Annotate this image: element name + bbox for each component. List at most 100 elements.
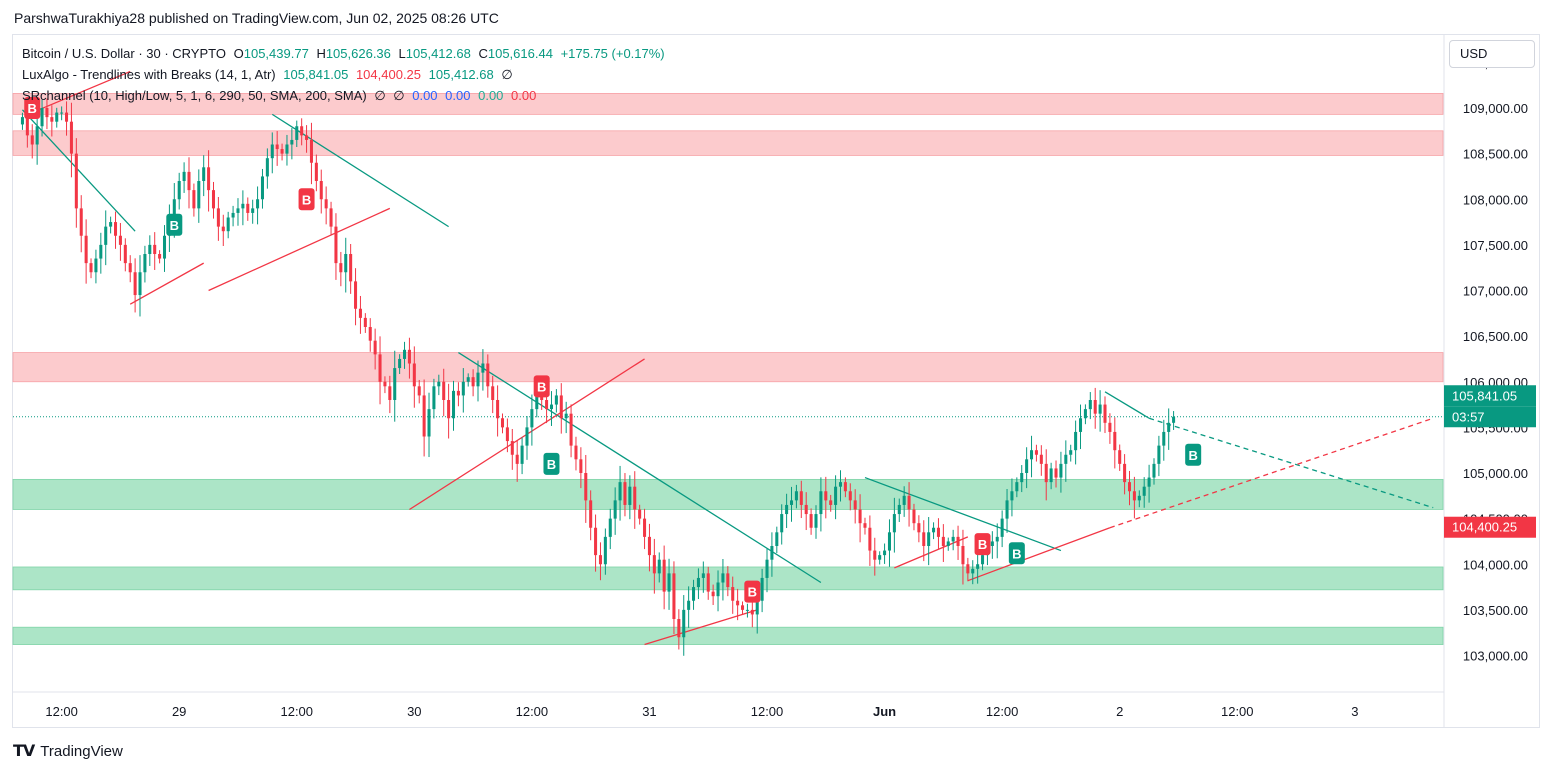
candle-body[interactable] [853,500,857,510]
candle-body[interactable] [1132,491,1136,501]
candle-body[interactable] [643,518,647,537]
candle-body[interactable] [726,573,730,588]
candle-body[interactable] [878,555,882,560]
candle-body[interactable] [1039,454,1043,464]
candle-body[interactable] [20,117,24,125]
candle-body[interactable] [951,536,955,542]
candle-body[interactable] [398,358,402,369]
candle-body[interactable] [447,400,451,419]
candle-body[interactable] [300,126,304,136]
candle-body[interactable] [349,254,353,282]
candle-body[interactable] [809,514,813,528]
candle-body[interactable] [647,536,651,556]
candle-body[interactable] [461,381,465,396]
candle-body[interactable] [1083,409,1087,419]
candle-body[interactable] [863,523,867,528]
candle-body[interactable] [1034,450,1038,455]
candle-body[interactable] [672,573,676,619]
candle-body[interactable] [883,550,887,556]
candle-body[interactable] [829,500,833,505]
candle-body[interactable] [118,235,122,245]
candle-body[interactable] [804,504,808,515]
candle-body[interactable] [153,244,157,254]
candle-body[interactable] [334,226,338,264]
candle-body[interactable] [1069,450,1073,455]
candle-body[interactable] [932,527,936,533]
candle-body[interactable] [1093,400,1097,414]
bullish-break-marker[interactable]: B [1008,542,1025,565]
candle-body[interactable] [917,523,921,533]
candle-body[interactable] [309,139,313,163]
candle-body[interactable] [613,500,617,519]
candle-body[interactable] [427,409,431,437]
candle-body[interactable] [623,482,627,505]
candle-body[interactable] [432,386,436,410]
candle-body[interactable] [251,208,255,213]
candle-body[interactable] [226,217,230,232]
candle-body[interactable] [373,340,377,355]
candle-body[interactable] [55,112,59,122]
candle-body[interactable] [584,473,588,501]
candle-body[interactable] [750,609,754,615]
candle-body[interactable] [907,495,911,510]
candle-body[interactable] [594,527,598,556]
candle-body[interactable] [236,208,240,213]
candle-body[interactable] [285,144,289,154]
candle-body[interactable] [887,532,891,551]
candle-body[interactable] [579,459,583,473]
candle-body[interactable] [1113,431,1117,451]
candle-body[interactable] [741,605,745,610]
candle-body[interactable] [603,536,607,565]
candle-body[interactable] [388,386,392,400]
bearish-break-marker[interactable]: B [24,97,41,119]
candle-body[interactable] [731,587,735,601]
bearish-break-marker[interactable]: B [298,188,315,211]
currency-button[interactable]: USD [1449,40,1535,68]
candle-body[interactable] [207,167,211,191]
candle-body[interactable] [981,555,985,565]
candle-body[interactable] [799,491,803,505]
candle-body[interactable] [677,619,681,638]
candle-body[interactable] [383,381,387,387]
candle-body[interactable] [437,381,441,387]
candle-body[interactable] [545,400,549,410]
candle-body[interactable] [530,409,534,428]
candle-body[interactable] [1015,482,1019,492]
candle-body[interactable] [496,400,500,419]
candle-body[interactable] [682,609,686,638]
candle-body[interactable] [569,413,573,446]
candle-body[interactable] [897,504,901,515]
candle-body[interactable] [628,486,632,505]
candle-body[interactable] [633,486,637,510]
candle-body[interactable] [25,117,29,136]
indicator-name[interactable]: LuxAlgo - Trendlines with Breaks (14, 1,… [22,67,276,82]
candle-body[interactable] [657,559,661,574]
candle-body[interactable] [363,317,367,327]
candle-body[interactable] [211,190,216,209]
candle-body[interactable] [143,254,147,273]
candle-body[interactable] [187,171,191,191]
candle-body[interactable] [324,199,328,209]
candle-body[interactable] [819,491,823,515]
candle-body[interactable] [736,600,740,606]
candle-body[interactable] [260,176,264,200]
candle-body[interactable] [74,153,78,209]
candle-body[interactable] [162,235,167,259]
candle-body[interactable] [1142,486,1146,496]
candle-body[interactable] [265,158,269,177]
candle-body[interactable] [941,536,945,546]
candle-body[interactable] [69,121,73,154]
candle-body[interactable] [912,509,916,524]
bearish-break-marker[interactable]: B [533,375,550,398]
candle-body[interactable] [662,559,666,592]
candle-body[interactable] [687,600,691,610]
candle-body[interactable] [94,258,98,273]
candle-body[interactable] [197,181,201,209]
candle-body[interactable] [843,482,847,492]
candle-body[interactable] [990,541,994,546]
candle-body[interactable] [1054,468,1058,478]
candle-body[interactable] [995,536,999,542]
candle-body[interactable] [1162,431,1166,446]
candle-body[interactable] [241,203,245,209]
